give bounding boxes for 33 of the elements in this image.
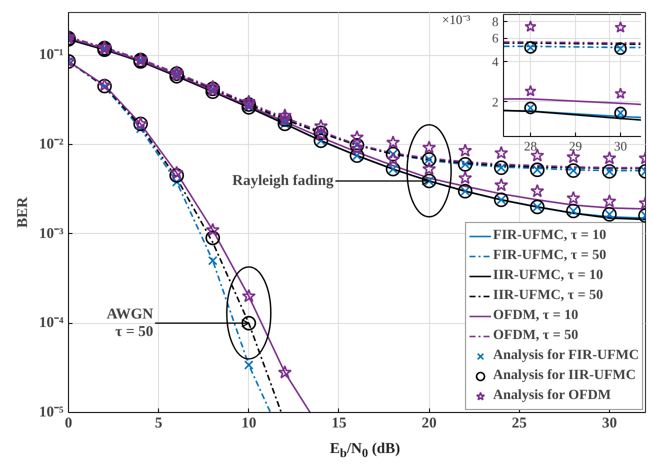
x-tick-label: 29 [569, 138, 582, 154]
legend-label: IIR-UFMC, τ = 10 [493, 268, 604, 284]
legend-label: OFDM, τ = 10 [493, 308, 578, 324]
annotation: Rayleigh fading [232, 173, 334, 190]
annotation: ×10⁻³ [442, 11, 470, 29]
legend-label: Analysis for IIR-UFMC [493, 368, 636, 384]
legend-label: Analysis for FIR-UFMC [493, 348, 639, 364]
x-tick-label: 30 [602, 416, 617, 432]
legend-label: Analysis for OFDM [493, 388, 611, 404]
y-tick-label: 10⁻¹ [39, 47, 64, 64]
x-axis-title: E$_{b}$/N$_{0}$ (dB) [330, 440, 400, 462]
x-tick-label: 5 [154, 416, 162, 432]
legend-label: FIR-UFMC, τ = 50 [493, 248, 606, 264]
x-tick-label: 15 [331, 416, 346, 432]
legend-label: FIR-UFMC, τ = 10 [493, 228, 606, 244]
y-tick-label: 4 [492, 54, 499, 70]
y-tick-label: 10⁻³ [39, 226, 64, 242]
annotation: AWGN τ = 50 [106, 306, 154, 340]
x-tick-label: 0 [64, 416, 72, 432]
y-tick-label: 8 [492, 14, 498, 29]
x-tick-label: 30 [614, 138, 627, 154]
legend-label: IIR-UFMC, τ = 50 [493, 288, 604, 304]
y-tick-label: 6 [492, 30, 499, 46]
x-tick-label: 10 [241, 416, 256, 432]
legend-label: OFDM, τ = 50 [493, 328, 578, 344]
y-tick-label: 10⁻² [39, 136, 64, 152]
y-tick-label: 10⁻⁴ [39, 315, 64, 332]
x-tick-label: 25 [512, 416, 527, 432]
y-axis-title: BER [15, 196, 32, 228]
x-tick-label: 28 [524, 138, 537, 154]
x-tick-label: 20 [422, 416, 437, 432]
y-tick-label: 2 [492, 94, 498, 110]
y-tick-label: 10⁻⁵ [39, 404, 64, 420]
